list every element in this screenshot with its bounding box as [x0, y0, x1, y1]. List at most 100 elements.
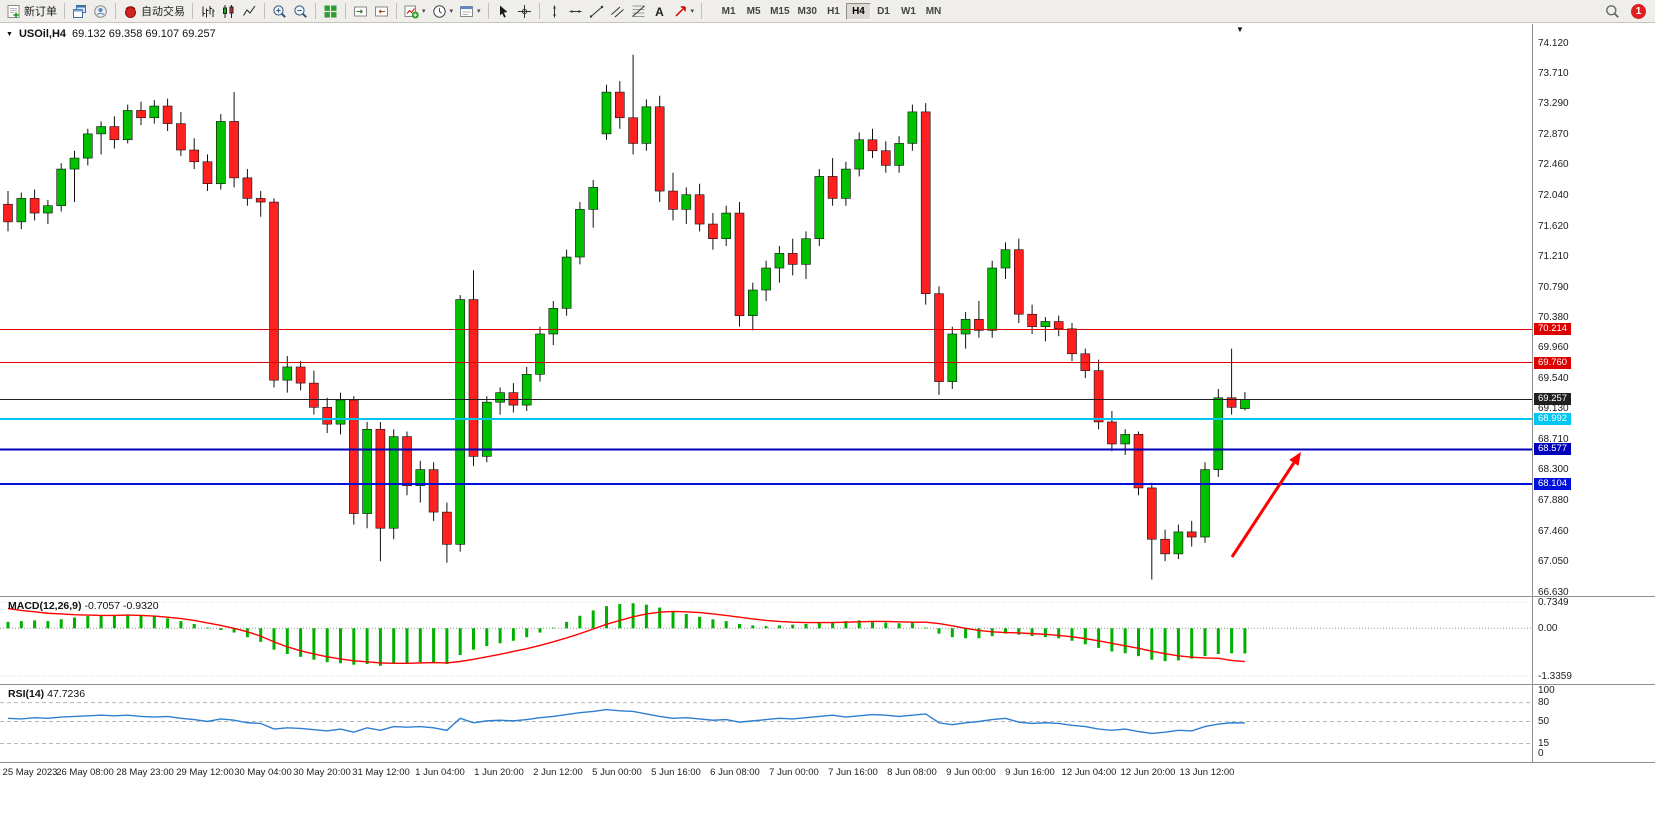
line-chart-button[interactable]: [239, 1, 260, 21]
separator: [345, 3, 346, 19]
price-axis-label: 73.710: [1538, 67, 1569, 79]
collapse-marker-icon[interactable]: ▼: [6, 30, 13, 38]
autotrade-button[interactable]: 自动交易: [120, 1, 188, 21]
vertical-line-button[interactable]: [544, 1, 565, 21]
macd-axis-label: -1.3359: [1538, 670, 1572, 682]
macd-axis-label: 0.7349: [1538, 596, 1569, 608]
chart-window[interactable]: ▼ USOil,H4 69.132 69.358 69.107 69.257 ▼…: [0, 24, 1655, 829]
timeframe-m30[interactable]: M30: [794, 3, 821, 20]
macd-canvas[interactable]: [0, 596, 1655, 684]
price-tag-69.760[interactable]: 69.760: [1534, 356, 1572, 369]
zoom-in-button[interactable]: [269, 1, 290, 21]
time-axis-label: 30 May 20:00: [293, 767, 351, 778]
profile-button[interactable]: [90, 1, 111, 21]
chevron-down-icon: ▾: [422, 7, 426, 15]
channel-button[interactable]: [607, 1, 628, 21]
chart-windows-button[interactable]: [69, 1, 90, 21]
zoom-in-icon: [272, 4, 287, 19]
search-button[interactable]: [1602, 1, 1623, 21]
timeframe-w1[interactable]: W1: [896, 3, 921, 20]
price-axis-label: 71.210: [1538, 250, 1569, 262]
chart-shift-marker[interactable]: ▼: [1236, 25, 1244, 34]
macd-axis[interactable]: 0.7349 0.00 -1.3359: [1533, 596, 1655, 684]
time-axis[interactable]: 25 May 2023 26 May 08:00 28 May 23:00 29 Ma…: [0, 765, 1655, 783]
timeframe-h1[interactable]: H1: [821, 3, 846, 20]
price-chart-canvas[interactable]: [0, 24, 1655, 596]
notification-badge[interactable]: 1: [1631, 3, 1646, 19]
chart-shift-button[interactable]: [371, 1, 392, 21]
trend-arrow-head[interactable]: [1289, 452, 1301, 466]
timeframe-mn[interactable]: MN: [921, 3, 946, 20]
timeframe-m5[interactable]: M5: [741, 3, 766, 20]
zoom-out-button[interactable]: [290, 1, 311, 21]
new-chart-button[interactable]: ▾: [401, 1, 429, 21]
channel-icon: [610, 4, 625, 19]
trend-arrow[interactable]: [1230, 462, 1296, 558]
rsi-canvas[interactable]: [0, 684, 1655, 762]
price-tag-68.104[interactable]: 68.104: [1534, 477, 1572, 490]
rsi-axis-label: 50: [1538, 716, 1550, 727]
rsi-axis[interactable]: 100 80 50 15 0: [1533, 684, 1655, 762]
price-tag-68.992[interactable]: 68.992: [1534, 412, 1572, 425]
tile-windows-button[interactable]: [320, 1, 341, 21]
macd-values: -0.7057 -0.9320: [84, 600, 159, 612]
trendline-button[interactable]: [586, 1, 607, 21]
tile-windows-icon: [323, 4, 338, 19]
time-axis-label: 1 Jun 04:00: [415, 767, 465, 778]
rsi-axis-label: 80: [1538, 697, 1550, 709]
price-axis-label: 70.380: [1538, 311, 1569, 323]
separator: [701, 3, 703, 19]
price-axis-label: 72.460: [1538, 159, 1569, 171]
auto-scroll-icon: [353, 4, 368, 19]
timeframe-m15[interactable]: M15: [766, 3, 793, 20]
templates-icon: [459, 4, 474, 19]
price-axis-label: 71.620: [1538, 220, 1569, 232]
time-axis-label: 26 May 08:00: [56, 767, 114, 778]
price-axis-label: 67.050: [1538, 555, 1569, 567]
timeframe-h4[interactable]: H4: [845, 2, 871, 20]
vertical-line-icon: [547, 4, 562, 19]
separator: [396, 3, 397, 19]
new-order-button[interactable]: 新订单: [3, 1, 60, 21]
panel-separator[interactable]: [0, 684, 1655, 685]
crosshair-button[interactable]: [514, 1, 535, 21]
price-axis-label: 69.130: [1538, 403, 1569, 415]
price-axis-label: 69.540: [1538, 373, 1569, 385]
timeframe-d1[interactable]: D1: [871, 3, 896, 20]
price-axis-label: 68.300: [1538, 464, 1569, 476]
separator: [64, 3, 65, 19]
macd-histogram: [6, 603, 1247, 666]
text-button[interactable]: A: [649, 1, 670, 21]
panel-separator[interactable]: [0, 596, 1655, 597]
search-icon: [1605, 4, 1620, 19]
periods-button[interactable]: ▾: [429, 1, 457, 21]
time-axis-label: 12 Jun 20:00: [1120, 767, 1176, 778]
symbol-name: USOil,H4: [18, 28, 67, 40]
arrows-button[interactable]: ▾: [670, 1, 698, 21]
auto-scroll-button[interactable]: [350, 1, 371, 21]
price-axis-label: 72.040: [1538, 189, 1569, 201]
price-tag-68.577[interactable]: 68.577: [1534, 443, 1572, 456]
candlestick-button[interactable]: [218, 1, 239, 21]
new-order-icon: [6, 4, 21, 19]
crosshair-icon: [517, 4, 532, 19]
timeframe-m1[interactable]: M1: [716, 3, 741, 20]
time-axis-label: 5 Jun 16:00: [651, 767, 701, 778]
fibonacci-button[interactable]: [628, 1, 649, 21]
cursor-button[interactable]: [493, 1, 514, 21]
templates-button[interactable]: ▾: [456, 1, 484, 21]
separator: [192, 3, 193, 19]
time-axis-label: 12 Jun 04:00: [1061, 767, 1117, 778]
new-chart-icon: [404, 4, 419, 19]
separator: [487, 3, 489, 19]
price-axis[interactable]: 74.120 73.710 73.290 72.870 72.460 72.040 71.6…: [1533, 24, 1655, 598]
toolbar-right: 1: [1602, 1, 1652, 21]
price-tag-70.214[interactable]: 70.214: [1534, 323, 1572, 336]
chart-ohlc-label: ▼ USOil,H4 69.132 69.358 69.107 69.257: [6, 28, 216, 40]
price-axis-label: 69.960: [1538, 342, 1569, 354]
separator: [538, 3, 540, 19]
time-axis-label: 9 Jun 16:00: [1005, 767, 1055, 778]
bar-chart-button[interactable]: [197, 1, 218, 21]
rsi-axis-label: 0: [1538, 747, 1544, 759]
horizontal-line-button[interactable]: [565, 1, 586, 21]
